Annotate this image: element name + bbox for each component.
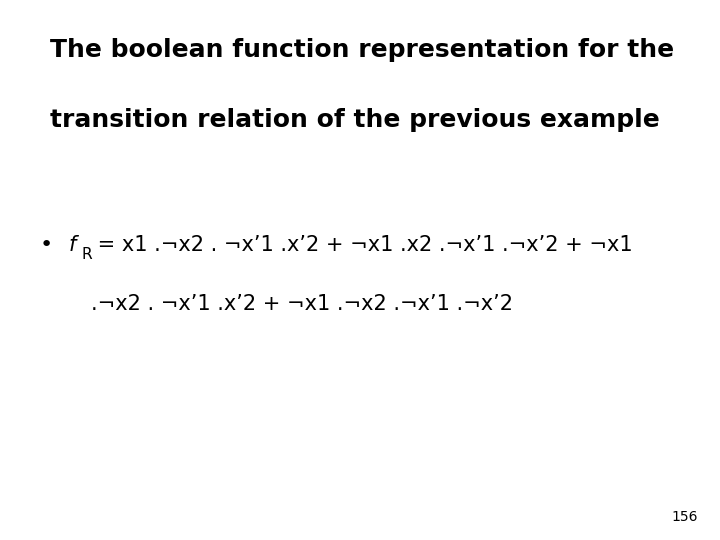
Text: The boolean function representation for the: The boolean function representation for … — [50, 38, 675, 62]
Text: .¬x2 . ¬x’1 .x’2 + ¬x1 .¬x2 .¬x’1 .¬x’2: .¬x2 . ¬x’1 .x’2 + ¬x1 .¬x2 .¬x’1 .¬x’2 — [91, 294, 513, 314]
Text: transition relation of the previous example: transition relation of the previous exam… — [50, 108, 660, 132]
Text: •: • — [40, 235, 53, 255]
Text: R: R — [81, 247, 92, 262]
Text: f: f — [68, 235, 76, 255]
Text: 156: 156 — [672, 510, 698, 524]
Text: = x1 .¬x2 . ¬x’1 .x’2 + ¬x1 .x2 .¬x’1 .¬x’2 + ¬x1: = x1 .¬x2 . ¬x’1 .x’2 + ¬x1 .x2 .¬x’1 .¬… — [91, 235, 633, 255]
